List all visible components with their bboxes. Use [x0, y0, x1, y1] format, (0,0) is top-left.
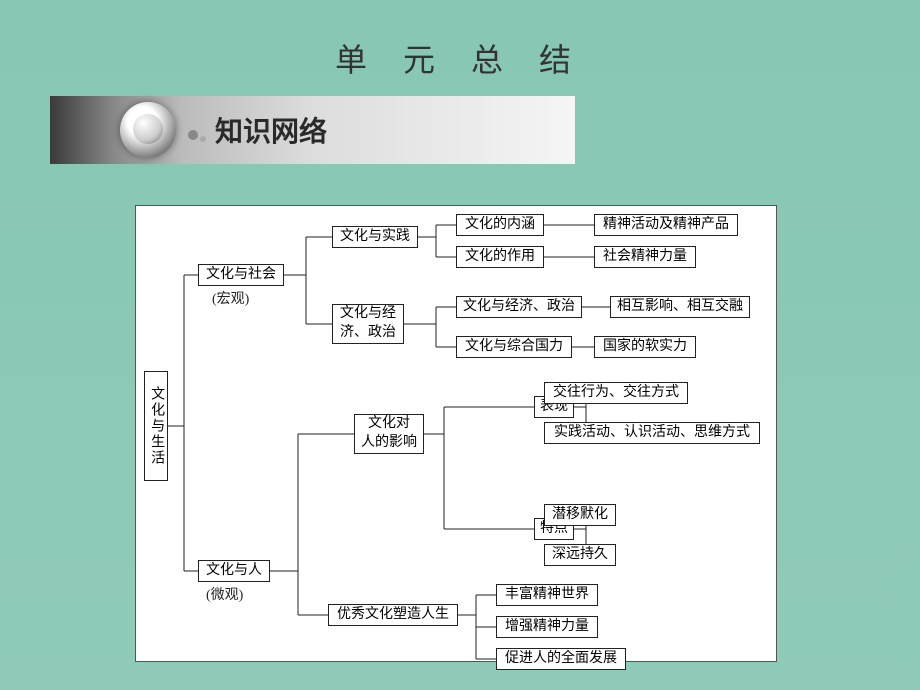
tree-node-subtitle: (微观) — [206, 584, 243, 604]
tree-node-subtitle: (宏观) — [212, 288, 249, 308]
header-dot-icon — [188, 130, 198, 140]
tree-diagram: 文化与生活 文化与社会(宏观) 文化与人(微观) 文化与实践文化与经济、政治文化对人的… — [136, 206, 776, 661]
section-header: 知识网络 — [50, 96, 575, 164]
tree-node: 实践活动、认识活动、思维方式 — [544, 422, 760, 444]
section-header-title: 知识网络 — [215, 110, 327, 150]
tree-node: 精神活动及精神产品 — [594, 214, 738, 236]
page-title: 单 元 总 结 — [0, 0, 920, 96]
tree-node: 国家的软实力 — [594, 336, 696, 358]
tree-node: 文化与生活 — [144, 371, 168, 481]
tree-node: 文化与人 — [198, 560, 270, 582]
tree-node: 丰富精神世界 — [496, 584, 598, 606]
tree-node: 文化与社会 — [198, 264, 284, 286]
tree-node: 增强精神力量 — [496, 616, 598, 638]
tree-node: 交往行为、交往方式 — [544, 382, 688, 404]
tree-node: 文化对人的影响 — [354, 414, 424, 454]
tree-node: 文化与经济、政治 — [456, 296, 582, 318]
diagram-frame: 文化与生活 文化与社会(宏观) 文化与人(微观) 文化与实践文化与经济、政治文化对人的… — [135, 205, 777, 662]
tree-node: 文化的内涵 — [456, 214, 544, 236]
header-dot-icon — [200, 136, 206, 142]
tree-node: 深远持久 — [544, 544, 616, 566]
header-circle-inner-icon — [133, 114, 163, 144]
tree-node: 相互影响、相互交融 — [610, 296, 750, 318]
tree-node: 文化与经济、政治 — [332, 304, 404, 344]
tree-node: 社会精神力量 — [594, 246, 696, 268]
tree-node: 文化与实践 — [332, 226, 418, 248]
tree-node: 文化的作用 — [456, 246, 544, 268]
tree-node: 优秀文化塑造人生 — [328, 604, 458, 626]
tree-node: 促进人的全面发展 — [496, 648, 626, 670]
tree-node: 潜移默化 — [544, 504, 616, 526]
tree-node: 文化与综合国力 — [456, 336, 572, 358]
